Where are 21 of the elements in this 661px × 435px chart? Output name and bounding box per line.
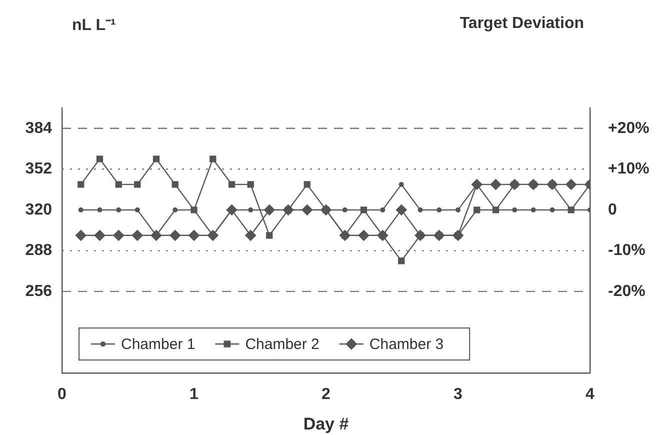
y2-axis-title: Target Deviation — [460, 15, 584, 32]
y2-tick-label: -20% — [608, 282, 646, 300]
y2-tick-label: -10% — [608, 242, 646, 260]
y-tick-label: 288 — [25, 242, 52, 260]
x-axis-title: Day # — [303, 414, 350, 434]
legend-label: Chamber 3 — [369, 336, 444, 354]
y-axis-title: nL L⁻¹ — [72, 17, 116, 34]
y-tick-label: 320 — [25, 201, 52, 218]
y2-tick-label: +20% — [608, 120, 650, 137]
x-tick-label: 3 — [454, 386, 463, 404]
x-tick-label: 1 — [190, 386, 199, 404]
x-tick-label: 2 — [322, 386, 331, 404]
y-tick-label: 352 — [25, 160, 52, 178]
x-tick-label: 0 — [58, 386, 67, 404]
legend-label: Chamber 2 — [245, 336, 320, 354]
y-tick-label: 256 — [25, 282, 52, 300]
legend-label: Chamber 1 — [121, 336, 196, 354]
y2-tick-label: +10% — [608, 160, 650, 178]
y2-tick-label: 0 — [608, 201, 617, 218]
y-tick-label: 384 — [25, 120, 52, 137]
x-tick-label: 4 — [586, 386, 595, 404]
